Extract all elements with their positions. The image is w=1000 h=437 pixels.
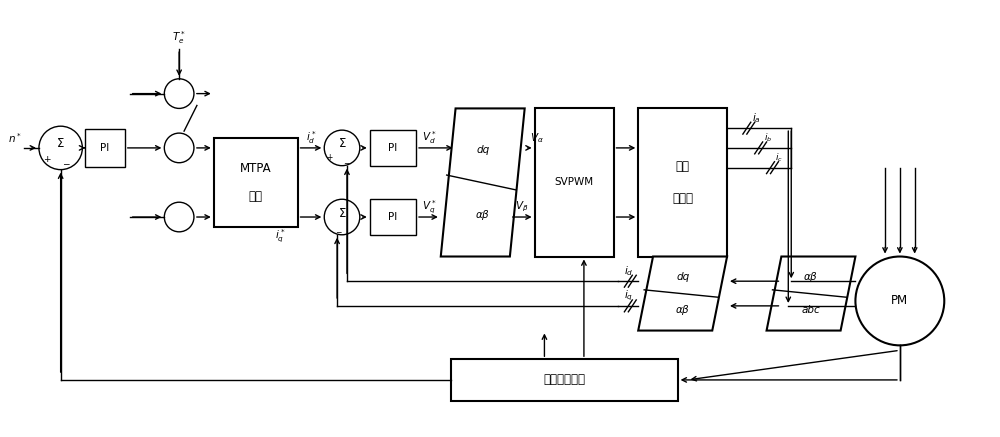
Polygon shape	[638, 257, 727, 330]
Text: $\Sigma$: $\Sigma$	[338, 138, 346, 150]
Text: abc: abc	[802, 305, 820, 315]
Text: $i_a$: $i_a$	[752, 111, 761, 125]
Text: $\Sigma$: $\Sigma$	[338, 207, 346, 219]
Text: dq: dq	[476, 145, 489, 155]
Text: $i_q$: $i_q$	[624, 289, 633, 303]
Text: PI: PI	[388, 212, 398, 222]
Text: $i_q^*$: $i_q^*$	[275, 228, 285, 246]
Bar	[370, 199, 416, 235]
Text: PI: PI	[388, 143, 398, 153]
Text: $i_d$: $i_d$	[624, 264, 633, 278]
Text: PM: PM	[891, 295, 908, 308]
Text: $\alpha\beta$: $\alpha\beta$	[475, 208, 490, 222]
Text: $i_c$: $i_c$	[775, 152, 783, 164]
Text: MTPA: MTPA	[240, 162, 271, 175]
Text: −: −	[62, 159, 69, 168]
Text: $T_e^*$: $T_e^*$	[172, 29, 186, 46]
Text: $\Sigma$: $\Sigma$	[56, 138, 65, 150]
Text: −: −	[343, 159, 349, 168]
Bar	[535, 108, 614, 257]
Text: $i_b$: $i_b$	[764, 132, 772, 144]
Text: $n^*$: $n^*$	[8, 131, 22, 145]
Bar	[85, 129, 125, 166]
Text: $\alpha\beta$: $\alpha\beta$	[675, 303, 690, 317]
Text: $i_d^*$: $i_d^*$	[306, 130, 316, 146]
Bar	[370, 130, 416, 166]
Text: 位置速度信号: 位置速度信号	[543, 374, 585, 386]
Polygon shape	[767, 257, 855, 330]
Bar	[214, 138, 298, 227]
Text: +: +	[326, 153, 332, 162]
Text: 三相: 三相	[676, 160, 690, 173]
Text: −: −	[335, 228, 341, 237]
Text: $V_\alpha$: $V_\alpha$	[530, 131, 543, 145]
Text: dq: dq	[676, 272, 689, 282]
Bar	[451, 359, 678, 401]
Text: 逆变桥: 逆变桥	[672, 192, 693, 205]
Text: 控制: 控制	[249, 190, 263, 203]
Text: $\alpha\beta$: $\alpha\beta$	[803, 270, 819, 284]
Text: +: +	[43, 155, 51, 164]
Text: PI: PI	[100, 143, 110, 153]
Bar	[638, 108, 727, 257]
Text: $V_d^*$: $V_d^*$	[422, 130, 437, 146]
Text: $V_\beta$: $V_\beta$	[515, 200, 528, 214]
Text: $V_q^*$: $V_q^*$	[422, 198, 437, 216]
Polygon shape	[441, 108, 525, 257]
Text: SVPWM: SVPWM	[554, 177, 594, 187]
